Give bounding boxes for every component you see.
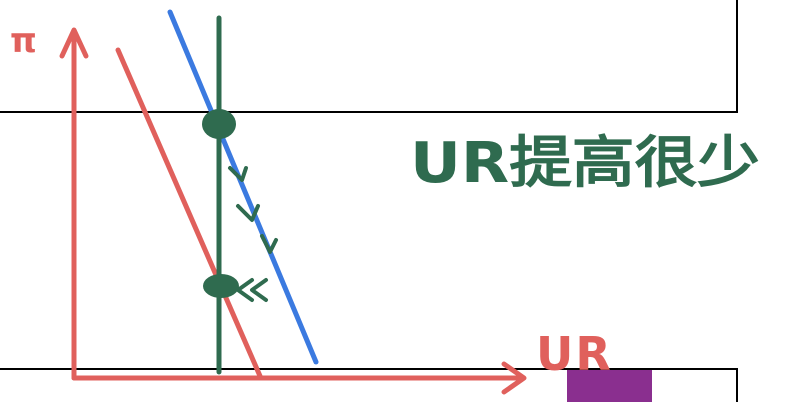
- leftward-movement-arrows: [236, 278, 268, 302]
- purple-box: [567, 370, 652, 402]
- frame-top-box: [0, 0, 738, 113]
- annotation-text: UR提高很少: [410, 131, 760, 196]
- x-axis-label: UR: [536, 327, 613, 381]
- red-phillips-curve: [115, 47, 263, 379]
- x-axis-arrowhead: [501, 361, 527, 395]
- y-axis-label: π: [10, 21, 37, 61]
- downward-movement-arrows: [228, 166, 278, 254]
- y-axis-arrowhead: [59, 27, 89, 59]
- upper-intersection-point: [202, 109, 236, 139]
- lower-intersection-point: [203, 274, 239, 298]
- blue-phillips-curve: [167, 9, 319, 365]
- frame-bottom-box: [0, 368, 738, 402]
